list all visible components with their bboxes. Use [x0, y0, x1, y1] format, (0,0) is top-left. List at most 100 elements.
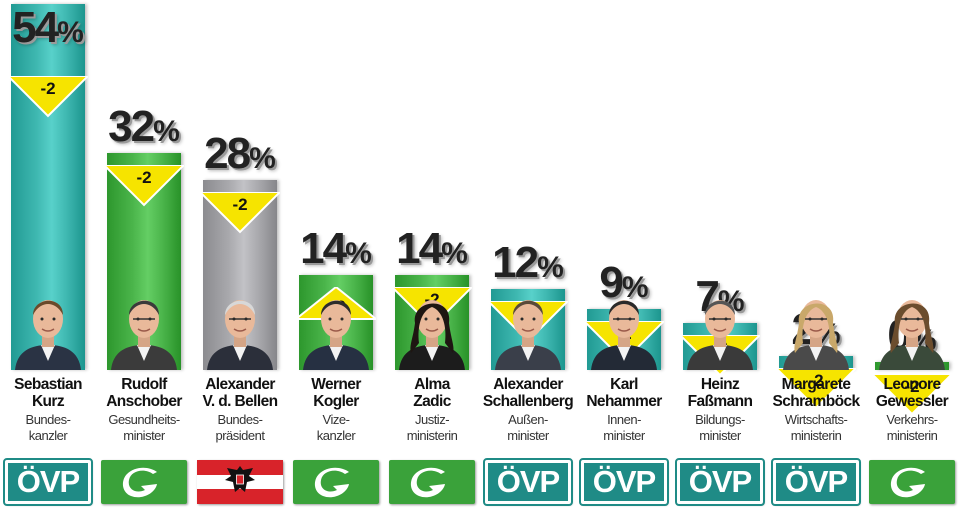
portrait-photo [397, 283, 467, 370]
last-name: Gewessler [875, 393, 949, 410]
column-5: 12%-2AlexanderSchallenbergAußen-minister… [480, 0, 576, 528]
percent-label: 54% [0, 6, 96, 55]
change-down-triangle [776, 368, 856, 410]
person-caption: Rudolf Anschober Gesundheits-minister [96, 376, 192, 443]
first-name: Leonore [883, 376, 942, 393]
percent-label: 28% [192, 132, 288, 181]
first-name: Alexander [493, 376, 563, 393]
last-name: Zadic [413, 393, 451, 410]
column-8: 2%-2MargareteSchramböckWirtschafts-minis… [768, 0, 864, 528]
role-line-2: ministerin [790, 427, 842, 443]
change-label: -2 [136, 168, 152, 188]
change-label: -2 [40, 79, 56, 98]
person-caption: Leonore Gewessler Verkehrs-ministerin [864, 376, 960, 443]
role-line-2: kanzler [316, 427, 356, 443]
last-name: Nehammer [586, 393, 662, 410]
party-label: ÖVP [592, 464, 656, 499]
first-name: Werner [311, 376, 361, 393]
percent-sign: % [537, 250, 564, 284]
percent-label: 14% [384, 227, 480, 276]
party-badge-ovp: ÖVP [771, 458, 861, 506]
percent-sign: % [57, 16, 84, 49]
portrait-photo [589, 283, 659, 370]
person-caption: Heinz Faßmann Bildungs-minister [672, 376, 768, 443]
portrait-photo [301, 283, 371, 370]
percent-value: 12 [492, 237, 539, 287]
first-name: Rudolf [121, 376, 167, 393]
person-caption: Alma Zadic Justiz-ministerin [384, 376, 480, 443]
portrait-photo [493, 283, 563, 370]
role-line-2: minister [603, 427, 645, 443]
portrait-photo [205, 283, 275, 370]
first-name: Sebastian [14, 376, 82, 393]
last-name: Faßmann [687, 393, 753, 410]
person-caption: Alexander V. d. Bellen Bundes-präsident [192, 376, 288, 443]
first-name: Heinz [700, 376, 740, 393]
austria-flag-icon [197, 460, 283, 504]
role-line-2: minister [507, 427, 549, 443]
party-badge-ovp: ÖVP [675, 458, 765, 506]
portrait-photo [13, 283, 83, 370]
column-3: 14%+2WernerKoglerVize-kanzler [288, 0, 384, 528]
green-party-logo-icon [293, 460, 379, 504]
percent-sign: % [441, 237, 468, 271]
column-9: 0% -2 Leonore Gewessler Verkehrs-ministerin [864, 0, 960, 528]
person-caption: Alexander Schallenberg Außen-minister [480, 376, 576, 443]
percent-value: 54 [12, 3, 59, 52]
first-name: Karl [610, 376, 638, 393]
role-line-2: ministerin [886, 427, 938, 443]
role-line-2: minister [123, 427, 165, 443]
percent-value: 14 [300, 224, 347, 274]
party-badge-ovp: ÖVP [3, 458, 93, 506]
portrait-photo [781, 283, 851, 370]
role-line-2: kanzler [28, 427, 68, 443]
change-down-triangle [872, 374, 952, 416]
role-line-2: ministerin [406, 427, 458, 443]
party-label: ÖVP [496, 464, 560, 499]
party-label: ÖVP [688, 464, 752, 499]
percent-sign: % [345, 237, 372, 271]
percent-label: 9% [576, 261, 672, 310]
green-party-logo-icon [389, 460, 475, 504]
role-line-2: minister [699, 427, 741, 443]
last-name: Schramböck [772, 393, 860, 410]
change-label: -2 [232, 195, 248, 215]
party-label: ÖVP [784, 464, 848, 499]
portrait-photo [109, 283, 179, 370]
last-name: Kurz [31, 393, 65, 410]
change-down-triangle [200, 192, 280, 234]
percent-value: 14 [396, 224, 443, 274]
first-name: Alexander [205, 376, 275, 393]
role-line-1: Wirtschafts- [784, 412, 848, 427]
person-caption: Sebastian Kurz Bundes-kanzler [0, 376, 96, 443]
role-line-1: Justiz- [414, 412, 450, 427]
green-party-logo-icon [101, 460, 187, 504]
first-name: Alma [414, 376, 450, 393]
role-line-1: Gesundheits- [108, 412, 180, 427]
change-down-triangle [8, 76, 88, 118]
role-line-2: präsident [215, 427, 265, 443]
role-line-1: Verkehrs- [886, 412, 938, 427]
person-caption: Karl Nehammer Innen-minister [576, 376, 672, 443]
last-name: V. d. Bellen [202, 393, 279, 410]
party-label: ÖVP [16, 464, 80, 499]
role-line-1: Vize- [322, 412, 350, 427]
role-line-1: Innen- [607, 412, 641, 427]
column-2: 28% -2 Alexander V. d. Bellen Bundes-präside… [192, 0, 288, 528]
portrait-photo [685, 283, 755, 370]
column-0: 54% -2 Sebastian Kurz Bundes-kanzler ÖVP [0, 0, 96, 528]
role-line-1: Bildungs- [695, 412, 745, 427]
percent-label: 14% [288, 227, 384, 276]
first-name: Margarete [781, 376, 851, 393]
column-4: 14% -2 Alma Zadic Justiz-ministerin [384, 0, 480, 528]
percent-sign: % [153, 115, 180, 149]
percent-value: 9 [599, 258, 624, 307]
percent-value: 32 [108, 102, 155, 152]
change-down-triangle [104, 165, 184, 207]
last-name: Anschober [106, 393, 182, 410]
percent-value: 28 [204, 129, 251, 179]
column-1: 32% -2 Rudolf Anschober Gesundheits-minister [96, 0, 192, 528]
